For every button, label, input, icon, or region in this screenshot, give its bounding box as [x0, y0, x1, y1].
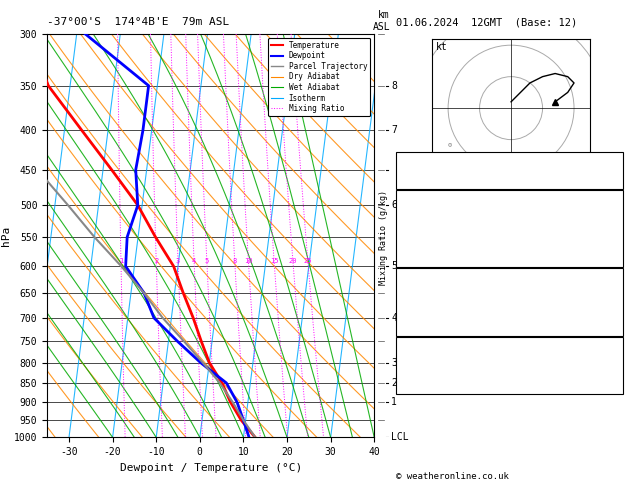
Text: EH: EH	[399, 351, 410, 361]
Text: 7: 7	[391, 125, 397, 136]
Y-axis label: hPa: hPa	[1, 226, 11, 246]
Text: 307: 307	[604, 225, 620, 234]
Text: ⊙: ⊙	[454, 150, 459, 156]
Text: © weatheronline.co.uk: © weatheronline.co.uk	[396, 472, 509, 481]
Text: 8: 8	[233, 258, 237, 263]
Text: 2: 2	[154, 258, 159, 263]
Text: 84: 84	[610, 362, 620, 371]
Text: 7: 7	[615, 303, 620, 312]
Text: Hodograph: Hodograph	[483, 341, 536, 351]
Text: 2: 2	[391, 378, 397, 388]
Text: 0.94: 0.94	[599, 176, 620, 186]
Text: θₑ(K): θₑ(K)	[399, 225, 426, 234]
Text: Surface: Surface	[489, 193, 530, 204]
Text: 20: 20	[289, 258, 297, 263]
Text: 4: 4	[192, 258, 196, 263]
Text: 12.7: 12.7	[599, 204, 620, 213]
Text: 01.06.2024  12GMT  (Base: 12): 01.06.2024 12GMT (Base: 12)	[396, 17, 577, 27]
Text: CIN (J): CIN (J)	[399, 324, 437, 333]
Text: Dewp (°C): Dewp (°C)	[399, 214, 448, 224]
Text: 5: 5	[391, 261, 397, 271]
Text: Lifted Index: Lifted Index	[399, 235, 464, 244]
Text: 3: 3	[176, 258, 180, 263]
Text: 57: 57	[610, 351, 620, 361]
Text: 25: 25	[304, 258, 312, 263]
Text: θₑ (K): θₑ (K)	[399, 293, 431, 302]
Legend: Temperature, Dewpoint, Parcel Trajectory, Dry Adiabat, Wet Adiabat, Isotherm, Mi: Temperature, Dewpoint, Parcel Trajectory…	[268, 38, 370, 116]
Text: kt: kt	[435, 42, 447, 52]
Text: 21: 21	[610, 382, 620, 391]
Text: Lifted Index: Lifted Index	[399, 303, 464, 312]
Text: 15: 15	[270, 258, 278, 263]
Text: 1: 1	[119, 258, 123, 263]
Text: 26: 26	[610, 166, 620, 175]
Text: StmDir: StmDir	[399, 372, 431, 381]
Text: K: K	[399, 156, 405, 165]
Text: 5: 5	[204, 258, 209, 263]
Text: 1: 1	[391, 397, 397, 407]
Text: 1000: 1000	[599, 283, 620, 292]
Text: CAPE (J): CAPE (J)	[399, 313, 442, 323]
Text: 309: 309	[604, 293, 620, 302]
Text: 3: 3	[391, 358, 397, 367]
Text: Temp (°C): Temp (°C)	[399, 204, 448, 213]
Text: 8: 8	[615, 235, 620, 244]
Text: 0: 0	[615, 245, 620, 254]
Text: ⊙: ⊙	[460, 160, 465, 166]
Text: -23: -23	[604, 156, 620, 165]
X-axis label: Dewpoint / Temperature (°C): Dewpoint / Temperature (°C)	[120, 463, 302, 473]
Text: StmSpd (kt): StmSpd (kt)	[399, 382, 459, 391]
Text: ⊙: ⊙	[448, 141, 452, 147]
Text: 10: 10	[244, 258, 253, 263]
Text: LCL: LCL	[391, 433, 409, 442]
Text: 8: 8	[391, 81, 397, 91]
Text: 0: 0	[615, 324, 620, 333]
Text: km
ASL: km ASL	[372, 10, 390, 32]
Text: 11.3: 11.3	[599, 214, 620, 224]
Text: Mixing Ratio (g/kg): Mixing Ratio (g/kg)	[379, 190, 388, 285]
Text: 0: 0	[615, 313, 620, 323]
Text: Most Unstable: Most Unstable	[471, 272, 548, 282]
Text: -37°00'S  174°4B'E  79m ASL: -37°00'S 174°4B'E 79m ASL	[47, 17, 230, 27]
Text: SREH: SREH	[399, 362, 421, 371]
Text: CAPE (J): CAPE (J)	[399, 245, 442, 254]
Text: 6: 6	[391, 200, 397, 210]
Text: CIN (J): CIN (J)	[399, 255, 437, 264]
Text: 0: 0	[615, 255, 620, 264]
Text: 298°: 298°	[599, 372, 620, 381]
Text: 4: 4	[391, 313, 397, 323]
Text: Totals Totals: Totals Totals	[399, 166, 469, 175]
Text: PW (cm): PW (cm)	[399, 176, 437, 186]
Text: Pressure (mb): Pressure (mb)	[399, 283, 469, 292]
